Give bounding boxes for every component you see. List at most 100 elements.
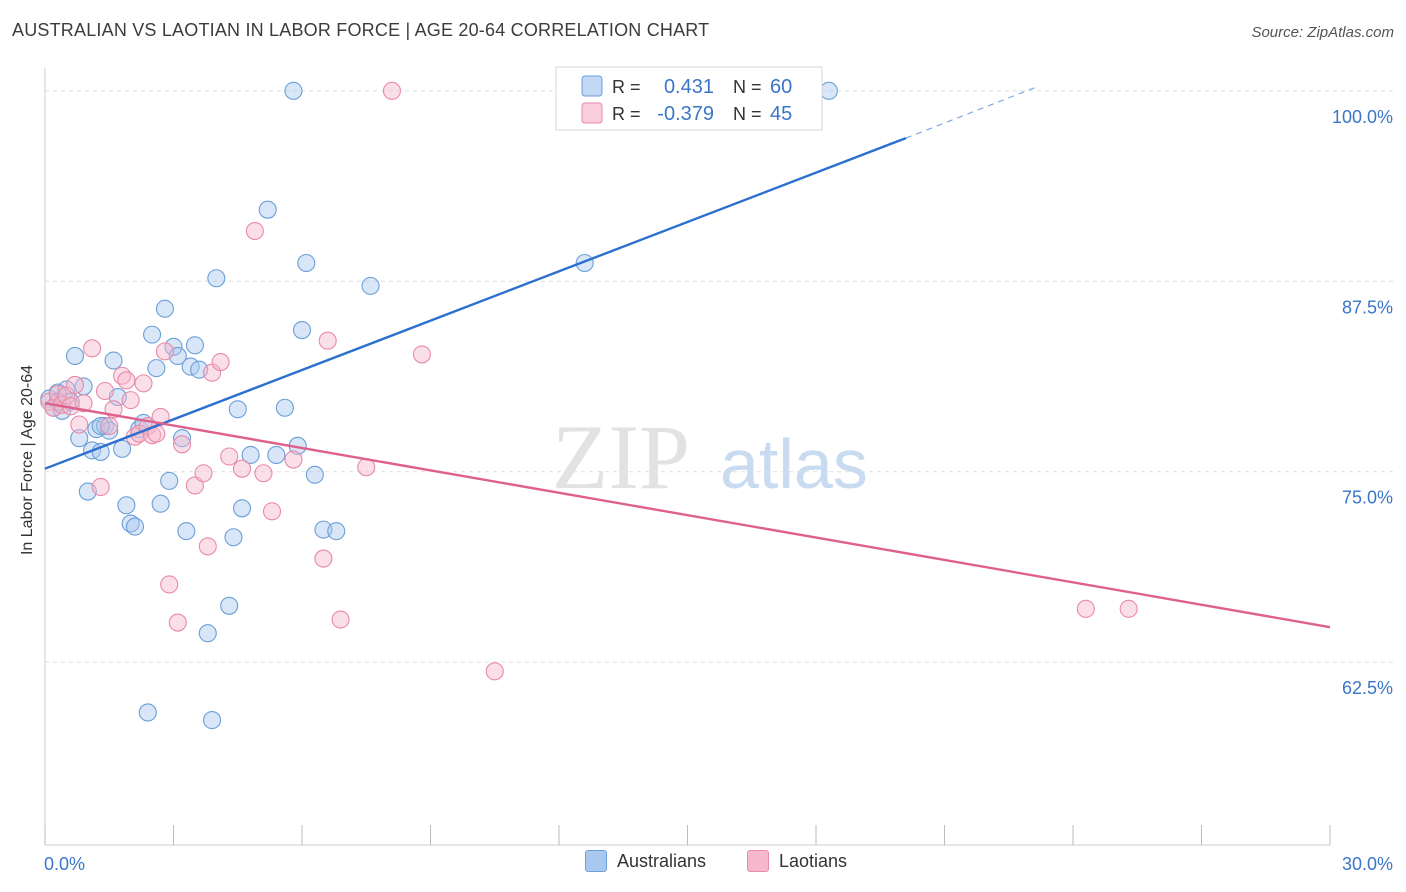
australians-trend-extension: [905, 87, 1035, 139]
watermark-zip: ZIP: [552, 406, 690, 508]
australians-point: [160, 471, 179, 490]
australians-point: [228, 400, 247, 419]
y-tick-label: 75.0%: [1342, 488, 1393, 508]
australians-point: [207, 269, 226, 288]
legend-n-value: 45: [770, 103, 792, 125]
laotians-point: [412, 345, 431, 364]
laotians-point: [262, 502, 282, 521]
tick-labels: 100.0% 87.5% 75.0% 62.5% 0.0% 30.0%: [44, 107, 1393, 874]
australians-trend-line: [44, 136, 907, 470]
chart-title: AUSTRALIAN VS LAOTIAN IN LABOR FORCE | A…: [12, 20, 710, 40]
watermark-atlas: atlas: [720, 425, 868, 503]
australians-point: [361, 276, 380, 295]
laotians-point: [168, 613, 187, 632]
australians-point: [305, 465, 324, 484]
laotians-point: [117, 371, 136, 390]
australians-point: [143, 325, 162, 344]
legend-item-australians[interactable]: Australians: [585, 850, 706, 872]
grid-lines: [45, 90, 1394, 663]
laotians-point: [254, 464, 273, 483]
australians-point: [117, 496, 136, 515]
laotians-point: [198, 537, 217, 556]
laotians-point: [134, 374, 153, 393]
australians-point: [203, 711, 222, 730]
legend-swatch: [581, 102, 603, 124]
laotians-point: [485, 662, 504, 681]
x-tick-label: 0.0%: [44, 854, 85, 874]
australians-point: [284, 81, 303, 100]
legend-n-label: N =: [733, 104, 762, 124]
australians-point: [327, 522, 346, 541]
laotians-point: [65, 375, 85, 394]
legend-n-label: N =: [733, 77, 762, 97]
australians-point: [297, 253, 316, 273]
australians-point: [65, 346, 85, 365]
legend-r-label: R =: [612, 104, 641, 124]
laotians-points: [40, 81, 1138, 681]
laotians-point: [211, 352, 230, 372]
australians-point: [198, 624, 217, 643]
legend-swatch: [581, 75, 603, 97]
source-label: Source: ZipAtlas.com: [1251, 24, 1394, 41]
legend-r-label: R =: [612, 77, 641, 97]
australians-point: [100, 421, 119, 440]
australians-point: [220, 596, 239, 615]
laotians-point: [1119, 599, 1138, 618]
laotians-point: [70, 415, 89, 434]
australians-point: [819, 81, 838, 100]
y-tick-label: 87.5%: [1342, 297, 1393, 317]
laotians-point: [160, 575, 179, 594]
legend-n-value: 60: [770, 76, 792, 98]
laotians-point: [155, 342, 174, 361]
australians-point: [292, 320, 312, 340]
bottom-legend: Australians Laotians: [0, 850, 1406, 878]
legend-r-value: -0.379: [657, 103, 714, 125]
australians-point: [258, 200, 277, 219]
laotians-point: [83, 339, 102, 358]
australians-point: [177, 522, 196, 541]
australians-point: [267, 445, 286, 465]
y-tick-label: 62.5%: [1342, 678, 1393, 698]
laotians-point: [74, 394, 93, 413]
legend-label-australians: Australians: [617, 850, 707, 871]
laotians-point: [173, 435, 192, 454]
laotians-point: [318, 331, 337, 350]
legend-top: R = 0.431 N = 60 R = -0.379 N = 45: [555, 66, 823, 131]
australians-point: [173, 429, 192, 448]
laotians-point: [220, 447, 239, 466]
legend-label-laotians: Laotians: [779, 850, 848, 871]
legend-r-value: 0.431: [664, 76, 714, 98]
australians-point: [113, 439, 132, 458]
laotians-point: [91, 477, 110, 497]
australians-point: [155, 299, 174, 318]
australians-point: [138, 703, 157, 722]
laotians-swatch: [747, 850, 769, 872]
australians-swatch: [585, 850, 607, 872]
australians-point: [185, 336, 204, 355]
australians-point: [275, 398, 294, 417]
australians-point: [151, 494, 170, 513]
laotians-point: [331, 610, 350, 629]
legend-item-laotians[interactable]: Laotians: [747, 850, 847, 872]
laotians-point: [121, 391, 140, 410]
australians-point: [147, 359, 166, 378]
australians-point: [164, 337, 183, 356]
axes: [44, 68, 1331, 846]
australians-point: [232, 499, 252, 518]
trend-lines: [44, 87, 1331, 629]
australians-point: [104, 351, 123, 370]
laotians-point: [284, 450, 303, 469]
australians-point: [241, 445, 260, 465]
laotians-point: [100, 416, 119, 436]
australians-point: [224, 528, 243, 547]
laotians-point: [245, 221, 264, 241]
laotians-point: [95, 381, 115, 401]
laotians-point: [314, 549, 333, 568]
laotians-point: [232, 459, 252, 478]
laotians-point: [1076, 599, 1095, 618]
australians-points: [40, 81, 838, 730]
laotians-point: [382, 81, 402, 100]
australians-point: [70, 429, 89, 448]
laotians-trend-line: [44, 401, 1331, 629]
